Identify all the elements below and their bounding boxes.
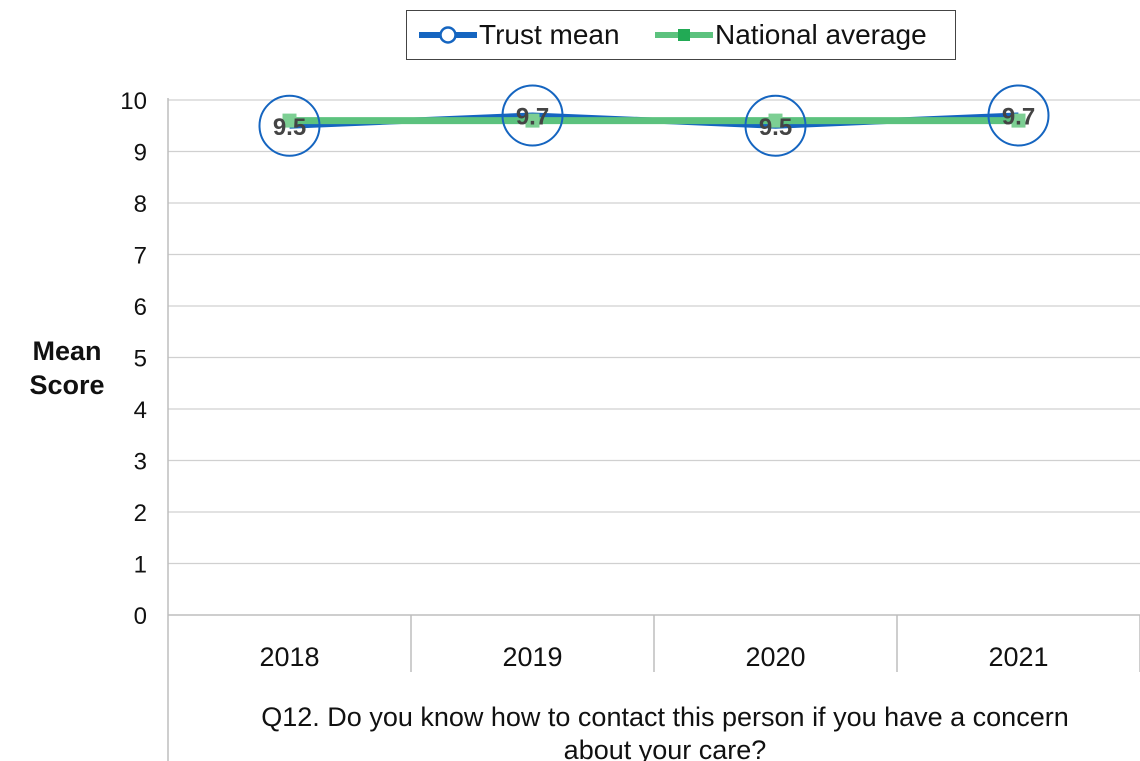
trust-mean-data-label: 9.5 [273,114,306,141]
legend-label-trust-mean: Trust mean [479,19,620,50]
legend-item-trust-mean: Trust mean [417,11,620,59]
y-tick-label: 4 [134,397,147,424]
y-tick-label: 2 [134,500,147,527]
y-axis-title: Mean Score [29,336,105,400]
legend-label-national-average: National average [715,19,927,50]
national-average-marker [1011,113,1026,128]
y-tick-label: 8 [134,191,147,218]
trust-mean-marker [501,84,564,147]
x-tick-label: 2018 [259,642,319,672]
y-tick-label: 3 [134,449,147,476]
y-tick-label: 10 [120,88,147,115]
y-tick-label: 0 [134,603,147,630]
legend: Trust mean National average [406,10,956,60]
x-tick-label: 2019 [502,642,562,672]
y-tick-label: 6 [134,294,147,321]
trust-mean-marker [258,94,321,157]
y-tick-label: 7 [134,243,147,270]
trust-mean-marker [987,84,1050,147]
trust-mean-data-label: 9.5 [759,114,792,141]
trust-mean-data-label: 9.7 [1002,103,1035,130]
national-average-marker [282,113,297,128]
national-average-marker [525,113,540,128]
trust-mean-data-label: 9.7 [516,103,549,130]
y-tick-label: 9 [134,140,147,167]
x-axis-title-line: Q12. Do you know how to contact this per… [261,702,1068,732]
x-tick-label: 2021 [988,642,1048,672]
x-tick-label: 2020 [745,642,805,672]
national-average-marker [768,113,783,128]
legend-marker-trust-mean [419,26,477,44]
y-tick-label: 5 [134,346,147,373]
trust-mean-marker [744,94,807,157]
x-axis-title-line: about your care? [564,735,767,761]
y-tick-label: 1 [134,552,147,579]
legend-item-national-average: National average [653,11,927,59]
legend-marker-national-average [655,29,713,41]
